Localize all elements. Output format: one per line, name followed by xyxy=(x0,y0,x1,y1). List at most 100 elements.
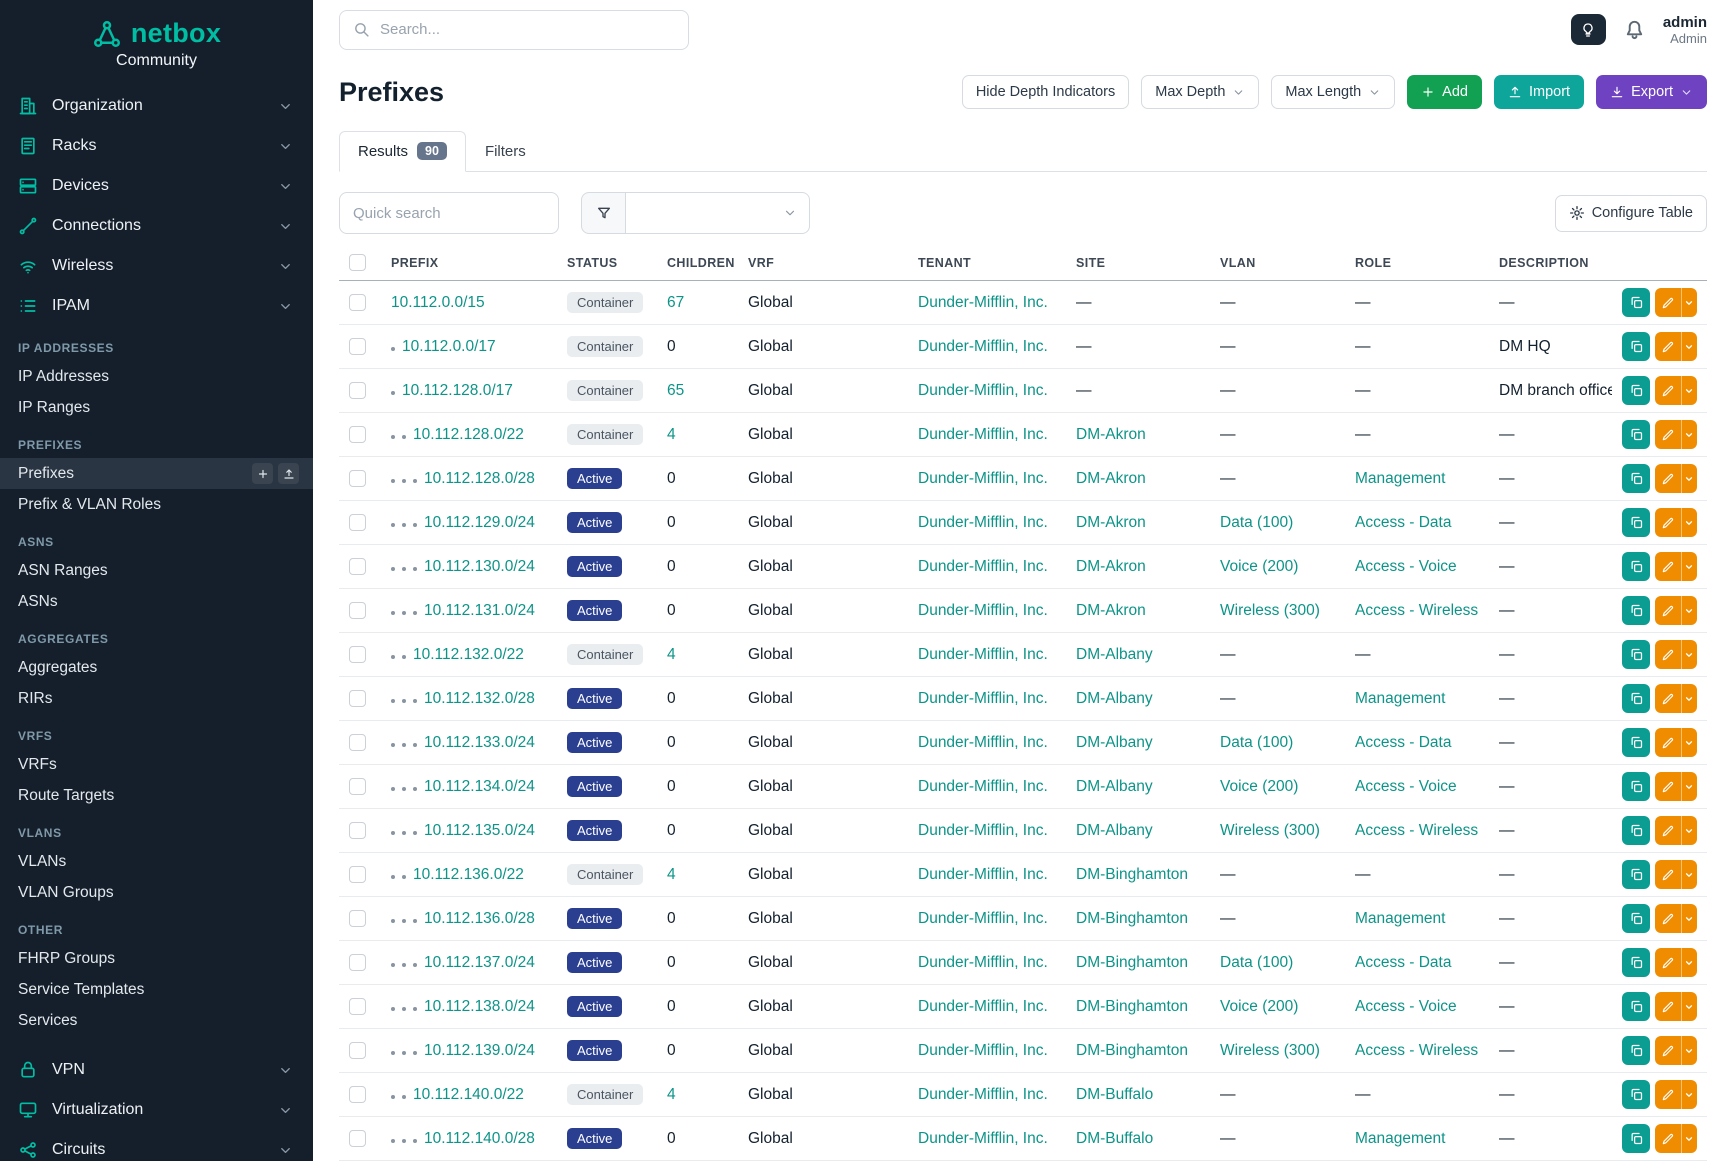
role-link[interactable]: Management xyxy=(1355,689,1446,707)
tenant-link[interactable]: Dunder-Mifflin, Inc. xyxy=(918,821,1048,839)
edit-button[interactable] xyxy=(1655,640,1681,669)
edit-button[interactable] xyxy=(1655,288,1681,317)
vlan-link[interactable]: Data (100) xyxy=(1220,953,1294,971)
site-link[interactable]: DM-Albany xyxy=(1076,777,1153,795)
tenant-link[interactable]: Dunder-Mifflin, Inc. xyxy=(918,293,1048,311)
copy-button[interactable] xyxy=(1622,376,1651,405)
row-checkbox[interactable] xyxy=(349,645,366,663)
copy-button[interactable] xyxy=(1622,420,1651,449)
tenant-link[interactable]: Dunder-Mifflin, Inc. xyxy=(918,469,1048,487)
sidebar-item-wireless[interactable]: Wireless xyxy=(0,246,313,286)
role-link[interactable]: Access - Wireless xyxy=(1355,821,1479,839)
copy-button[interactable] xyxy=(1622,948,1651,977)
edit-dropdown-button[interactable] xyxy=(1680,420,1697,449)
edit-button[interactable] xyxy=(1655,816,1681,845)
edit-button[interactable] xyxy=(1655,508,1681,537)
prefix-link[interactable]: 10.112.136.0/28 xyxy=(424,909,535,927)
edit-dropdown-button[interactable] xyxy=(1680,332,1697,361)
search-input[interactable] xyxy=(380,21,675,38)
vlan-link[interactable]: Voice (200) xyxy=(1220,997,1299,1015)
max-depth-dropdown[interactable]: Max Depth xyxy=(1141,75,1260,109)
tenant-link[interactable]: Dunder-Mifflin, Inc. xyxy=(918,1085,1048,1103)
prefix-link[interactable]: 10.112.140.0/22 xyxy=(413,1085,524,1103)
export-button[interactable]: Export xyxy=(1596,75,1707,109)
edit-dropdown-button[interactable] xyxy=(1680,772,1697,801)
prefix-link[interactable]: 10.112.128.0/28 xyxy=(424,469,535,487)
role-link[interactable]: Access - Voice xyxy=(1355,777,1457,795)
quick-import-button[interactable] xyxy=(278,463,299,484)
sidebar-item-circuits[interactable]: Circuits xyxy=(0,1130,313,1161)
tenant-link[interactable]: Dunder-Mifflin, Inc. xyxy=(918,777,1048,795)
site-link[interactable]: DM-Buffalo xyxy=(1076,1085,1154,1103)
edit-button[interactable] xyxy=(1655,948,1681,977)
copy-button[interactable] xyxy=(1622,904,1651,933)
copy-button[interactable] xyxy=(1622,464,1651,493)
tenant-link[interactable]: Dunder-Mifflin, Inc. xyxy=(918,645,1048,663)
site-link[interactable]: DM-Albany xyxy=(1076,733,1153,751)
tenant-link[interactable]: Dunder-Mifflin, Inc. xyxy=(918,381,1048,399)
vlan-link[interactable]: Data (100) xyxy=(1220,733,1294,751)
vlan-link[interactable]: Wireless (300) xyxy=(1220,601,1320,619)
edit-button[interactable] xyxy=(1655,904,1681,933)
copy-button[interactable] xyxy=(1622,860,1651,889)
prefix-link[interactable]: 10.112.128.0/17 xyxy=(402,381,513,399)
tenant-link[interactable]: Dunder-Mifflin, Inc. xyxy=(918,601,1048,619)
edit-button[interactable] xyxy=(1655,596,1681,625)
role-link[interactable]: Access - Wireless xyxy=(1355,601,1479,619)
sidebar-item-aggregates[interactable]: Aggregates xyxy=(18,658,98,676)
row-checkbox[interactable] xyxy=(349,381,366,399)
copy-button[interactable] xyxy=(1622,728,1651,757)
prefix-link[interactable]: 10.112.134.0/24 xyxy=(424,777,535,795)
row-checkbox[interactable] xyxy=(349,425,366,443)
sidebar-item-services[interactable]: Services xyxy=(18,1011,78,1029)
tenant-link[interactable]: Dunder-Mifflin, Inc. xyxy=(918,865,1048,883)
edit-dropdown-button[interactable] xyxy=(1680,728,1697,757)
vlan-link[interactable]: Voice (200) xyxy=(1220,777,1299,795)
column-header-role[interactable]: ROLE xyxy=(1345,244,1489,281)
copy-button[interactable] xyxy=(1622,332,1651,361)
column-header-description[interactable]: DESCRIPTION xyxy=(1489,244,1612,281)
edit-dropdown-button[interactable] xyxy=(1680,288,1697,317)
site-link[interactable]: DM-Akron xyxy=(1076,425,1146,443)
copy-button[interactable] xyxy=(1622,596,1651,625)
row-checkbox[interactable] xyxy=(349,997,366,1015)
copy-button[interactable] xyxy=(1622,1036,1651,1065)
user-menu[interactable]: admin Admin xyxy=(1663,14,1707,46)
row-checkbox[interactable] xyxy=(349,293,366,311)
prefix-link[interactable]: 10.112.133.0/24 xyxy=(424,733,535,751)
row-checkbox[interactable] xyxy=(349,513,366,531)
copy-button[interactable] xyxy=(1622,816,1651,845)
row-checkbox[interactable] xyxy=(349,469,366,487)
prefix-link[interactable]: 10.112.139.0/24 xyxy=(424,1041,535,1059)
row-checkbox[interactable] xyxy=(349,821,366,839)
site-link[interactable]: DM-Akron xyxy=(1076,513,1146,531)
sidebar-item-route-targets[interactable]: Route Targets xyxy=(18,786,115,804)
edit-dropdown-button[interactable] xyxy=(1680,948,1697,977)
prefix-link[interactable]: 10.112.0.0/17 xyxy=(402,337,496,355)
prefix-link[interactable]: 10.112.131.0/24 xyxy=(424,601,535,619)
tab-filters[interactable]: Filters xyxy=(484,142,526,160)
sidebar-item-ip-addresses[interactable]: IP Addresses xyxy=(18,367,110,385)
edit-button[interactable] xyxy=(1655,1080,1681,1109)
sidebar-item-asns[interactable]: ASNs xyxy=(18,592,58,610)
site-link[interactable]: DM-Albany xyxy=(1076,821,1153,839)
site-link[interactable]: DM-Akron xyxy=(1076,469,1146,487)
site-link[interactable]: DM-Binghamton xyxy=(1076,997,1188,1015)
column-header-prefix[interactable]: PREFIX xyxy=(381,244,557,281)
edit-dropdown-button[interactable] xyxy=(1680,552,1697,581)
site-link[interactable]: DM-Buffalo xyxy=(1076,1129,1154,1147)
prefix-link[interactable]: 10.112.132.0/22 xyxy=(413,645,524,663)
tenant-link[interactable]: Dunder-Mifflin, Inc. xyxy=(918,337,1048,355)
sidebar-item-ipam[interactable]: IPAM xyxy=(0,286,313,326)
children-count[interactable]: 67 xyxy=(667,293,685,311)
tenant-link[interactable]: Dunder-Mifflin, Inc. xyxy=(918,557,1048,575)
add-button[interactable]: Add xyxy=(1407,75,1482,109)
edit-dropdown-button[interactable] xyxy=(1680,860,1697,889)
role-link[interactable]: Access - Data xyxy=(1355,733,1452,751)
row-checkbox[interactable] xyxy=(349,601,366,619)
site-link[interactable]: DM-Albany xyxy=(1076,645,1153,663)
role-link[interactable]: Access - Data xyxy=(1355,513,1452,531)
prefix-link[interactable]: 10.112.129.0/24 xyxy=(424,513,535,531)
sidebar-item-organization[interactable]: Organization xyxy=(0,86,313,126)
row-checkbox[interactable] xyxy=(349,865,366,883)
